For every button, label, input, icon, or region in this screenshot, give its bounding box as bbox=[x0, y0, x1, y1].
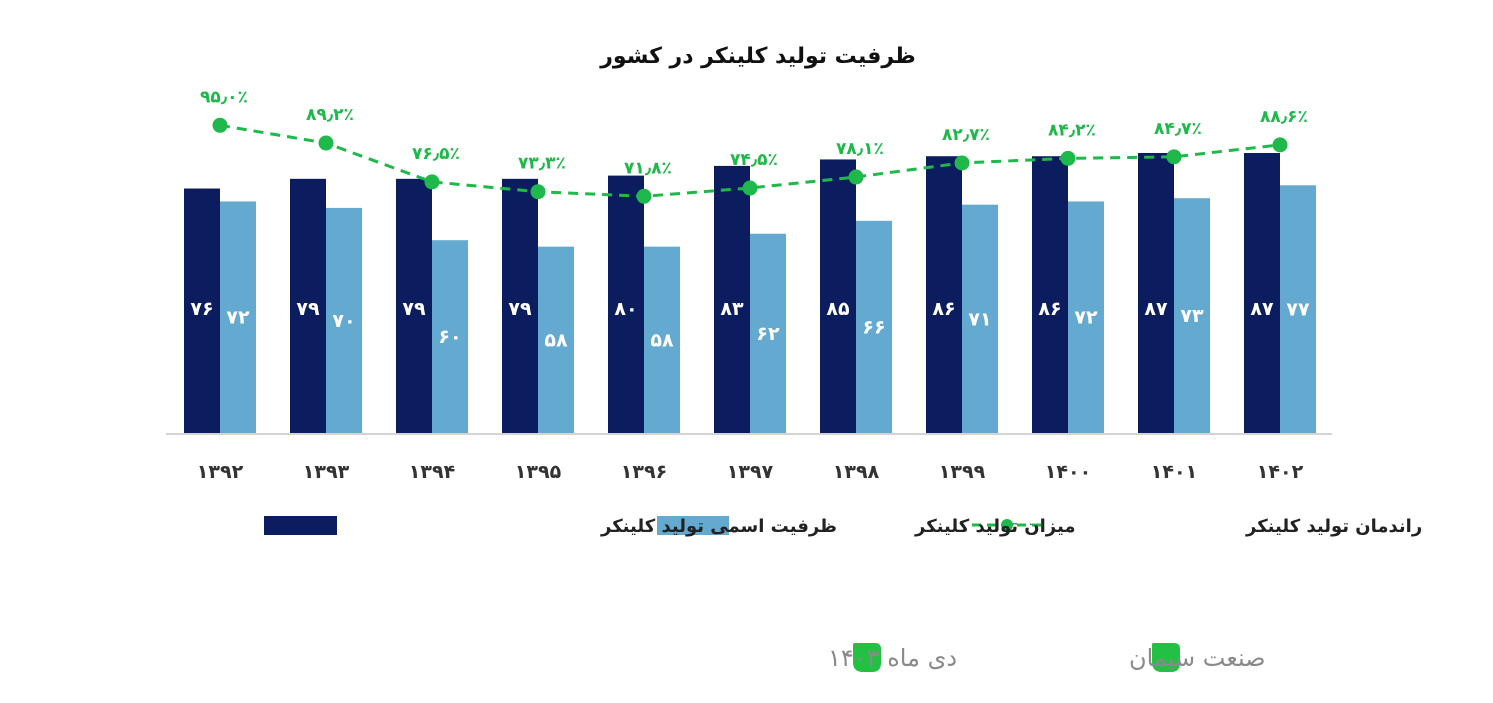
x-tick-label-10: ۱۴۰۲ bbox=[1257, 461, 1304, 483]
legend-label-production: میزان تولید کلینکر bbox=[914, 516, 1075, 537]
x-tick-label-6: ۱۳۹۸ bbox=[833, 461, 880, 483]
efficiency-point-2 bbox=[424, 174, 440, 190]
bar-production-4 bbox=[644, 246, 680, 434]
bar-capacity-0 bbox=[184, 188, 220, 434]
leaf-icon bbox=[853, 643, 881, 672]
efficiency-line-group: ۹۵٫۰٪ ۸۹٫۲٪ ۷۶٫۵٪ ۷۳٫۳٪ ۷۱٫۸٪ ۷۴٫۵٪ ۷۸٫۱٪ ۸۲٫۷٪… bbox=[200, 87, 1308, 204]
bar-capacity-9 bbox=[1138, 152, 1174, 435]
bar-label-production-4: ۵۸ bbox=[650, 329, 674, 351]
leaf-icon bbox=[1152, 643, 1180, 672]
chart-title: ظرفیت تولید کلینکر در کشور bbox=[599, 44, 916, 69]
legend-marker-efficiency bbox=[1001, 519, 1013, 531]
bar-label-production-2: ۶۰ bbox=[438, 326, 461, 348]
bar-label-production-9: ۷۳ bbox=[1180, 305, 1204, 327]
bar-label-capacity-0: ۷۶ bbox=[190, 298, 213, 320]
legend-label-efficiency: راندمان تولید کلینکر bbox=[1245, 516, 1422, 537]
x-tick-label-4: ۱۳۹۶ bbox=[621, 461, 667, 483]
x-tick-labels: ۱۳۹۲ ۱۳۹۳ ۱۳۹۴ ۱۳۹۵ ۱۳۹۶ ۱۳۹۷ ۱۳۹۸ ۱۳۹۹ ۱۴۰۰ ۱۴۰۱… bbox=[197, 461, 1304, 483]
bar-production-7 bbox=[962, 204, 998, 434]
efficiency-label-6: ۷۸٫۱٪ bbox=[836, 139, 884, 159]
bar-capacity-2 bbox=[396, 178, 432, 434]
bar-capacity-8 bbox=[1032, 156, 1068, 434]
bar-label-capacity-2: ۷۹ bbox=[402, 298, 426, 320]
efficiency-label-2: ۷۶٫۵٪ bbox=[412, 144, 460, 164]
efficiency-label-5: ۷۴٫۵٪ bbox=[730, 150, 778, 170]
bar-label-production-3: ۵۸ bbox=[544, 329, 568, 351]
x-tick-label-5: ۱۳۹۷ bbox=[727, 461, 774, 483]
x-tick-label-1: ۱۳۹۳ bbox=[303, 461, 350, 483]
legend-swatch-capacity bbox=[264, 516, 337, 535]
efficiency-point-7 bbox=[954, 155, 970, 171]
bar-label-production-10: ۷۷ bbox=[1286, 299, 1310, 321]
bar-label-capacity-3: ۷۹ bbox=[508, 298, 532, 320]
bar-label-capacity-6: ۸۵ bbox=[826, 298, 850, 320]
bar-label-production-6: ۶۶ bbox=[862, 316, 885, 338]
bar-label-production-5: ۶۲ bbox=[756, 323, 780, 345]
bar-capacity-7 bbox=[926, 156, 962, 434]
bar-production-2 bbox=[432, 240, 468, 434]
bar-label-capacity-7: ۸۶ bbox=[932, 298, 955, 320]
efficiency-label-4: ۷۱٫۸٪ bbox=[624, 158, 672, 178]
efficiency-point-4 bbox=[636, 188, 652, 204]
efficiency-point-6 bbox=[848, 169, 864, 185]
efficiency-label-3: ۷۳٫۳٪ bbox=[518, 154, 566, 174]
bar-label-capacity-8: ۸۶ bbox=[1038, 298, 1061, 320]
bar-production-10 bbox=[1280, 185, 1316, 434]
x-tick-label-7: ۱۳۹۹ bbox=[939, 461, 986, 483]
efficiency-point-5 bbox=[742, 180, 758, 196]
x-tick-label-9: ۱۴۰۱ bbox=[1151, 461, 1197, 483]
bar-production-6 bbox=[856, 220, 892, 434]
bar-capacity-1 bbox=[290, 178, 326, 434]
bar-label-production-7: ۷۱ bbox=[968, 308, 991, 330]
efficiency-point-10 bbox=[1272, 137, 1288, 153]
bar-capacity-6 bbox=[820, 159, 856, 434]
footer: صنعت سیمان دی ماه ۱۴۰۳ bbox=[828, 643, 1266, 672]
bar-production-9 bbox=[1174, 198, 1210, 434]
legend-item-capacity: ظرفیت اسمی تولید کلینکر bbox=[264, 516, 837, 537]
bar-label-capacity-10: ۸۷ bbox=[1250, 298, 1274, 320]
efficiency-label-10: ۸۸٫۶٪ bbox=[1260, 107, 1308, 127]
legend-label-capacity: ظرفیت اسمی تولید کلینکر bbox=[600, 516, 837, 537]
x-tick-label-0: ۱۳۹۲ bbox=[197, 461, 244, 483]
efficiency-label-9: ۸۴٫۷٪ bbox=[1154, 119, 1202, 139]
efficiency-point-3 bbox=[530, 184, 546, 200]
bar-label-production-8: ۷۲ bbox=[1074, 307, 1098, 329]
bar-production-0 bbox=[220, 201, 256, 434]
footer-source: صنعت سیمان bbox=[1129, 644, 1266, 672]
bar-capacity-5 bbox=[714, 165, 750, 434]
bar-label-capacity-1: ۷۹ bbox=[296, 298, 320, 320]
bar-capacity-4 bbox=[608, 175, 644, 434]
efficiency-label-8: ۸۴٫۲٪ bbox=[1048, 120, 1096, 140]
bar-production-8 bbox=[1068, 201, 1104, 434]
bar-production-5 bbox=[750, 233, 786, 434]
x-tick-label-8: ۱۴۰۰ bbox=[1045, 461, 1091, 483]
efficiency-point-1 bbox=[318, 135, 334, 151]
efficiency-point-8 bbox=[1060, 150, 1076, 166]
legend: راندمان تولید کلینکر میزان تولید کلینکر … bbox=[264, 516, 1422, 537]
x-tick-label-2: ۱۳۹۴ bbox=[409, 461, 455, 483]
bar-capacity-10 bbox=[1244, 152, 1280, 435]
footer-date: دی ماه ۱۴۰۳ bbox=[828, 644, 957, 672]
efficiency-label-0: ۹۵٫۰٪ bbox=[200, 87, 248, 107]
efficiency-label-1: ۸۹٫۲٪ bbox=[306, 105, 354, 125]
efficiency-point-0 bbox=[212, 117, 228, 133]
bar-label-capacity-5: ۸۳ bbox=[720, 298, 744, 320]
bar-production-3 bbox=[538, 246, 574, 434]
efficiency-label-7: ۸۲٫۷٪ bbox=[942, 125, 990, 145]
bar-production-1 bbox=[326, 207, 362, 434]
bars-group: ۷۶ ۷۲ ۷۹ ۷۰ ۷۹ ۶۰ ۷۹ ۵۸ ۸۰ ۵۸ ۸۳ ۶۲ ۸۵ ۶۶ ۸۶ ۷۱ ۸۶ ۷۲ ۸۷ ۷۳… bbox=[184, 152, 1316, 435]
bar-label-capacity-9: ۸۷ bbox=[1144, 298, 1168, 320]
efficiency-point-9 bbox=[1166, 149, 1182, 165]
bar-label-capacity-4: ۸۰ bbox=[614, 298, 637, 320]
bar-label-production-1: ۷۰ bbox=[332, 310, 355, 332]
legend-item-production: میزان تولید کلینکر bbox=[657, 516, 1075, 537]
bar-capacity-3 bbox=[502, 178, 538, 434]
legend-item-efficiency: راندمان تولید کلینکر bbox=[972, 516, 1422, 537]
legend-swatch-production bbox=[657, 516, 729, 535]
bar-label-production-0: ۷۲ bbox=[226, 307, 250, 329]
x-tick-label-3: ۱۳۹۵ bbox=[515, 461, 562, 483]
